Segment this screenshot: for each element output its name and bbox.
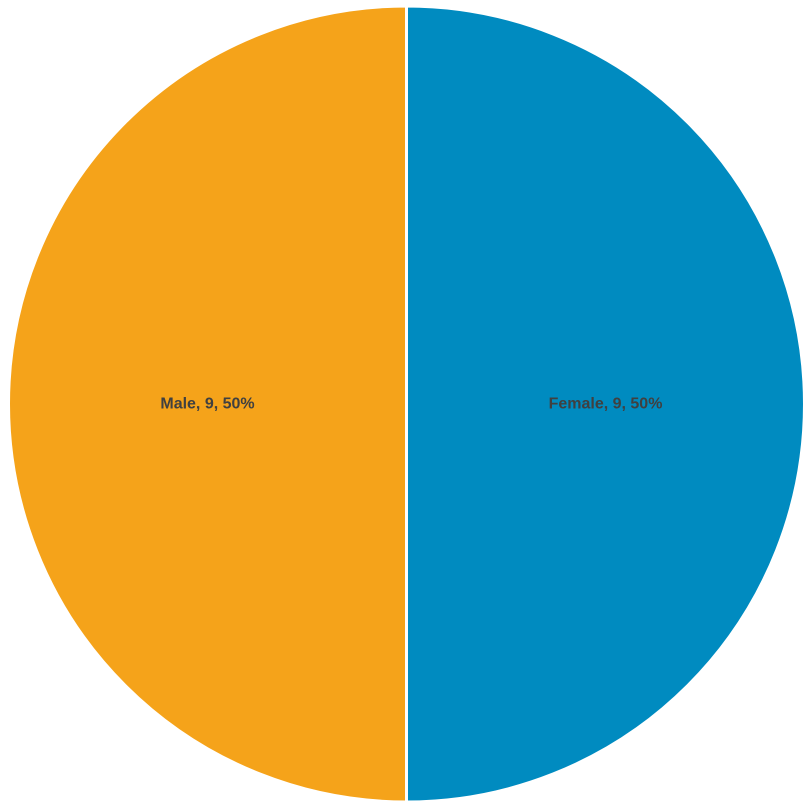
data-label-male: Male, 9, 50% [160,396,254,413]
labels-layer: Female, 9, 50% Male, 9, 50% [160,396,662,413]
pie-slice-male [7,4,408,804]
slices-layer [7,4,805,804]
data-label-female: Female, 9, 50% [549,396,663,413]
